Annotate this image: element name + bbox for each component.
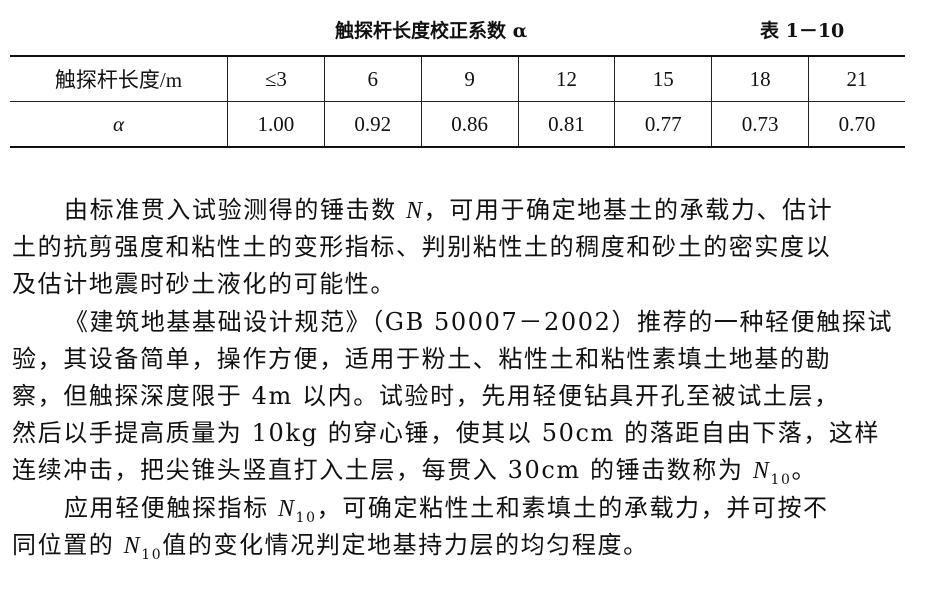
text-segment: 然后以手提高质量为 10kg 的穿心锤，使其以 50cm 的落距自由下落，这样 — [12, 419, 881, 448]
text-line: 土的抗剪强度和粘性土的变形指标、判别粘性土的稠度和砂土的密实度以 — [12, 229, 887, 266]
body-text: 由标准贯入试验测得的锤击数 N，可用于确定地基土的承载力、估计 土的抗剪强度和粘性… — [12, 192, 891, 564]
text-segment: 土的抗剪强度和粘性土的变形指标、判别粘性土的稠度和砂土的密实度以 — [12, 233, 832, 262]
text-segment: 察，但触探深度限于 4m 以内。试验时，先用轻便钻具开孔至被试土层， — [12, 381, 840, 410]
math-symbol: N — [752, 458, 771, 485]
text-line: 连续冲击，把尖锥头竖直打入土层，每贯入 30cm 的锤击数称为 N10。 — [12, 452, 887, 489]
table-title: 触探杆长度校正系数 α — [335, 20, 528, 42]
text-segment: 由标准贯入试验测得的锤击数 — [64, 196, 407, 224]
text-line: 然后以手提高质量为 10kg 的穿心锤，使其以 50cm 的落距自由下落，这样 — [12, 415, 887, 452]
correction-coefficient-table: 触探杆长度/m ≤3 6 9 12 15 18 21 α 1.00 0.92 0… — [10, 55, 905, 148]
table-header-row: 触探杆长度/m ≤3 6 9 12 15 18 21 — [10, 55, 905, 102]
header-cell: 9 — [420, 55, 519, 102]
value-cell: 0.81 — [517, 101, 615, 148]
text-line: 及估计地震时砂土液化的可能性。 — [12, 266, 887, 303]
text-segment: 值的变化情况判定地基持力层的均匀程度。 — [162, 530, 649, 559]
text-line: 《建筑地基基础设计规范》（GB 50007－2002）推荐的一种轻便触探试 — [12, 304, 891, 341]
text-segment: 应用轻便触探指标 — [64, 493, 279, 522]
math-symbol: N — [123, 532, 142, 559]
value-cell: 0.86 — [420, 101, 519, 148]
text-segment: ，可确定粘性土和素填土的承载力，并可按不 — [316, 493, 829, 522]
text-segment: 及估计地震时砂土液化的可能性。 — [12, 270, 396, 299]
value-cell: 0.70 — [808, 101, 905, 148]
table-row: α 1.00 0.92 0.86 0.81 0.77 0.73 0.70 — [10, 101, 905, 148]
text-line: 应用轻便触探指标 N10，可确定粘性土和素填土的承载力，并可按不 — [12, 490, 887, 527]
text-line: 同位置的 N10值的变化情况判定地基持力层的均匀程度。 — [12, 527, 887, 564]
math-symbol: N — [406, 198, 424, 224]
text-segment: ，可用于确定地基土的承载力、估计 — [423, 196, 834, 224]
row-label: α — [10, 101, 228, 148]
value-cell: 0.73 — [711, 101, 809, 148]
text-segment: 验，其设备简单，操作方便，适用于粉土、粘性土和粘性素填土地基的勘 — [12, 344, 832, 373]
header-cell: 18 — [711, 55, 809, 102]
text-line: 察，但触探深度限于 4m 以内。试验时，先用轻便钻具开孔至被试土层， — [12, 378, 887, 415]
value-cell: 0.77 — [614, 101, 712, 148]
header-cell: 21 — [808, 55, 905, 102]
text-segment: 《建筑地基基础设计规范》（GB 50007－2002）推荐的一种轻便触探试 — [64, 307, 894, 336]
header-cell: 15 — [614, 55, 712, 102]
value-cell: 1.00 — [226, 101, 325, 148]
header-cell: ≤3 — [226, 55, 325, 102]
text-segment: 。 — [791, 456, 818, 485]
header-cell: 触探杆长度/m — [10, 55, 228, 102]
text-line: 由标准贯入试验测得的锤击数 N，可用于确定地基土的承载力、估计 — [12, 192, 887, 229]
header-cell: 6 — [323, 55, 422, 102]
table-number: 表 1－10 — [760, 20, 845, 42]
header-cell: 12 — [517, 55, 615, 102]
text-segment: 连续冲击，把尖锥头竖直打入土层，每贯入 30cm 的锤击数称为 — [12, 456, 753, 485]
text-segment: 同位置的 — [12, 530, 124, 559]
value-cell: 0.92 — [323, 101, 422, 148]
text-line: 验，其设备简单，操作方便，适用于粉土、粘性土和粘性素填土地基的勘 — [12, 341, 887, 378]
math-symbol: N — [278, 495, 296, 522]
subscript: 10 — [295, 509, 317, 526]
subscript: 10 — [770, 472, 792, 489]
subscript: 10 — [141, 546, 163, 563]
